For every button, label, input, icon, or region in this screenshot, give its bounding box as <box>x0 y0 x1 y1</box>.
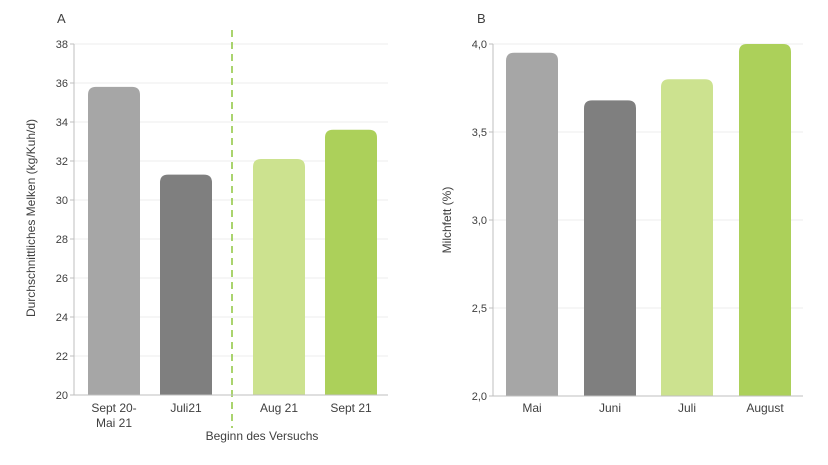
panel-a-y-ticks: 20 22 24 26 28 30 32 34 36 38 <box>56 39 74 402</box>
panel-b-y-ticks: 2,0 2,5 3,0 3,5 4,0 <box>472 39 493 403</box>
panel-b-bars <box>506 44 791 397</box>
bar <box>739 44 791 396</box>
panel-a-y-axis-title: Durchschnittliches Melken (kg/Kuh/d) <box>24 119 38 317</box>
y-tick-label: 36 <box>56 78 68 90</box>
x-category-label: Sept 20-Mai 21 <box>91 401 136 430</box>
y-tick-label: 20 <box>56 390 68 402</box>
panel-a: A Durchschnittliches Melken (kg/Kuh/d) 2… <box>24 11 388 443</box>
bar <box>584 100 636 396</box>
y-tick-label: 38 <box>56 39 68 51</box>
x-category-label: Sept 21 <box>330 401 372 415</box>
y-tick-label: 2,0 <box>472 391 487 403</box>
bar <box>88 86 140 396</box>
bar <box>506 52 558 397</box>
x-category-label: Aug 21 <box>260 401 298 415</box>
y-tick-label: 22 <box>56 351 68 363</box>
panel-b: B Milchfett (%) 2,0 2,5 3,0 3,5 4,0 Mai Juni J… <box>440 11 803 415</box>
x-category-label-line: August <box>746 401 784 415</box>
y-tick-label: 32 <box>56 156 68 168</box>
trial-start-annotation: Beginn des Versuchs <box>206 429 319 443</box>
y-tick-label: 24 <box>56 312 68 324</box>
x-category-label: Juni <box>599 401 621 415</box>
x-category-label: Mai <box>522 401 541 415</box>
x-category-label-line: Aug 21 <box>260 401 298 415</box>
panel-b-y-axis-title: Milchfett (%) <box>440 187 454 254</box>
bar <box>325 129 377 396</box>
x-category-label-line: Mai <box>522 401 541 415</box>
x-category-label: Juli21 <box>170 401 202 415</box>
x-category-label-line: Sept 21 <box>330 401 372 415</box>
x-category-label-line: Juli21 <box>170 401 202 415</box>
panel-b-x-categories: Mai Juni Juli August <box>522 401 784 415</box>
y-tick-label: 26 <box>56 273 68 285</box>
panel-a-bars <box>88 86 377 396</box>
bar <box>661 79 713 396</box>
x-category-label-line: Sept 20- <box>91 401 136 415</box>
bar <box>253 159 305 395</box>
x-category-label: Juli <box>678 401 696 415</box>
panel-a-x-categories: Sept 20-Mai 21 Juli21 Aug 21 Sept 21 <box>91 401 372 430</box>
y-tick-label: 34 <box>56 117 68 129</box>
y-tick-label: 4,0 <box>472 39 487 51</box>
y-tick-label: 3,0 <box>472 215 487 227</box>
x-category-label: August <box>746 401 784 415</box>
y-tick-label: 3,5 <box>472 127 487 139</box>
x-category-label-line: Juni <box>599 401 621 415</box>
y-tick-label: 2,5 <box>472 303 487 315</box>
panel-a-letter: A <box>57 11 66 26</box>
x-category-label-line: Juli <box>678 401 696 415</box>
bar <box>160 174 212 395</box>
x-category-label-line: Mai 21 <box>96 416 132 430</box>
panel-b-letter: B <box>477 11 486 26</box>
y-tick-label: 28 <box>56 234 68 246</box>
y-tick-label: 30 <box>56 195 68 207</box>
